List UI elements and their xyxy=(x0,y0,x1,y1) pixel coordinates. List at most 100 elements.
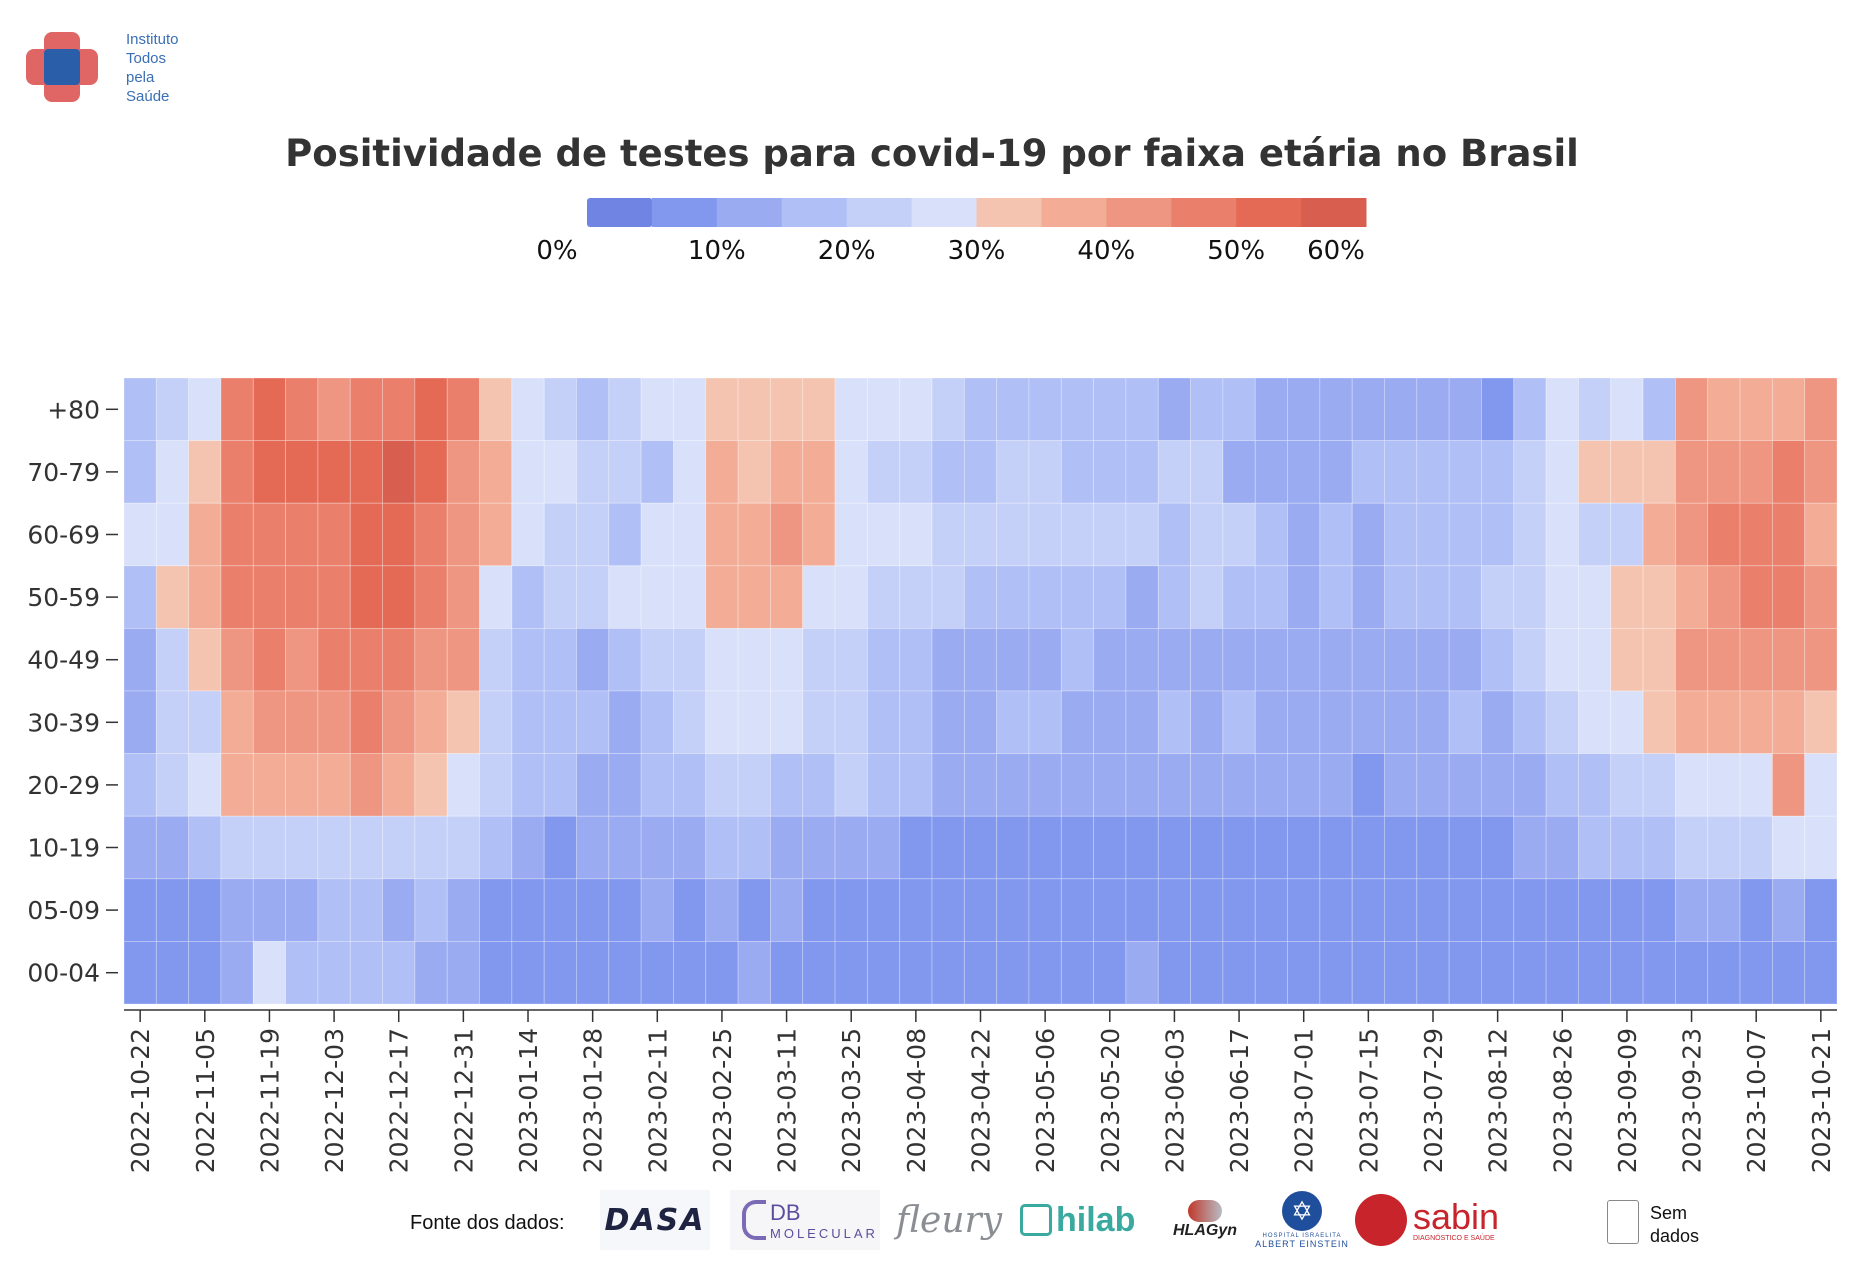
heatmap-cell xyxy=(737,753,771,817)
heatmap-cell xyxy=(1060,815,1095,880)
heatmap-cell xyxy=(1416,565,1450,629)
heatmap-cell xyxy=(382,440,416,504)
heatmap-cell xyxy=(866,502,901,567)
no-data-label-line: dados xyxy=(1650,1226,1700,1246)
y-tick-label: 60-69 xyxy=(27,521,100,550)
heatmap-cell xyxy=(1351,815,1385,880)
heatmap-cell xyxy=(1416,941,1450,1005)
x-tick-label: 2023-05-06 xyxy=(1031,1028,1060,1173)
heatmap-cell xyxy=(705,440,739,504)
heatmap-cell xyxy=(834,440,868,504)
heatmap-cell xyxy=(1319,753,1353,817)
heatmap-cell xyxy=(155,628,190,692)
dasa-logo: DASA xyxy=(600,1190,710,1250)
heatmap-cell xyxy=(1125,815,1159,880)
heatmap-cell xyxy=(834,878,868,942)
heatmap-cell xyxy=(1351,565,1385,629)
heatmap-cell xyxy=(737,815,771,880)
heatmap-cell xyxy=(1804,941,1838,1005)
heatmap-cell xyxy=(1481,753,1515,817)
heatmap-cell xyxy=(220,815,254,880)
heatmap-cell xyxy=(1416,878,1450,942)
heatmap-cell xyxy=(770,440,804,504)
heatmap-cell xyxy=(1513,878,1547,942)
heatmap-cell xyxy=(446,878,480,942)
heatmap-cell xyxy=(414,628,448,692)
cross-logo-icon xyxy=(26,32,98,102)
heatmap-cell xyxy=(1384,815,1418,880)
heatmap-cell xyxy=(705,753,739,817)
heatmap-cell xyxy=(1384,502,1418,567)
hilab-logo: hilab xyxy=(1020,1190,1145,1250)
y-axis: +80 70-79 60-69 50-59 40-49 30-39 20-29 10-19 05… xyxy=(27,395,118,988)
heatmap-cell xyxy=(479,878,513,942)
heatmap-cell xyxy=(446,753,480,817)
heatmap-cell xyxy=(1351,502,1385,567)
heatmap-cell xyxy=(770,502,804,567)
heatmap-cell xyxy=(640,565,674,629)
heatmap-cell xyxy=(1093,377,1127,441)
heatmap-cell xyxy=(608,690,642,754)
heatmap-cell xyxy=(1254,440,1288,504)
heatmap-cell xyxy=(1771,815,1806,880)
heatmap-cell xyxy=(1222,878,1256,942)
heatmap-cell xyxy=(382,815,416,880)
heatmap-cell xyxy=(1351,440,1385,504)
heatmap-cell xyxy=(1642,753,1676,817)
heatmap-cell xyxy=(285,941,319,1005)
heatmap-cell xyxy=(382,941,416,1005)
sabin-logo-text: sabin xyxy=(1413,1195,1500,1237)
heatmap-cell xyxy=(1642,878,1676,942)
y-tick-label: 10-19 xyxy=(27,834,100,863)
heatmap-cell xyxy=(1674,753,1709,817)
heatmap-cell xyxy=(414,377,448,441)
heatmap-cell xyxy=(1028,941,1062,1005)
heatmap-cell xyxy=(640,502,674,567)
heatmap-cell xyxy=(479,941,513,1005)
heatmap-cell xyxy=(414,753,448,817)
albert-einstein-logo: ✡ HOSPITAL ISRAELITA ALBERT EINSTEIN xyxy=(1252,1190,1352,1250)
heatmap-cell xyxy=(1125,753,1159,817)
heatmap-cell xyxy=(543,941,577,1005)
legend-swatch xyxy=(976,198,1042,227)
heatmap-cell xyxy=(1642,440,1676,504)
heatmap-cell xyxy=(1513,502,1547,567)
heatmap-cell xyxy=(1739,565,1773,629)
heatmap-cell xyxy=(834,690,868,754)
heatmap-cell xyxy=(963,440,998,504)
y-tick-label: 05-09 xyxy=(27,896,100,925)
heatmap-cell xyxy=(382,565,416,629)
heatmap-cell xyxy=(608,753,642,817)
heatmap-cell xyxy=(1093,565,1127,629)
x-tick-label: 2023-04-08 xyxy=(902,1028,931,1173)
heatmap-cell xyxy=(640,815,674,880)
legend-swatch xyxy=(1171,198,1237,227)
heatmap-cell xyxy=(1578,815,1612,880)
heatmap-cell xyxy=(608,941,642,1005)
heatmap-cell xyxy=(770,878,804,942)
heatmap-cell xyxy=(543,565,577,629)
heatmap-cell xyxy=(576,815,610,880)
heatmap-cell xyxy=(1804,377,1838,441)
fleury-logo-text: fleury xyxy=(896,1199,1003,1241)
heatmap-cell xyxy=(1642,815,1676,880)
heatmap-cell xyxy=(1157,628,1191,692)
heatmap-cell xyxy=(1093,502,1127,567)
heatmap-cell xyxy=(1674,628,1709,692)
heatmap-cell xyxy=(1384,941,1418,1005)
heatmap-cell xyxy=(866,565,901,629)
heatmap-cell xyxy=(608,440,642,504)
heatmap-cell xyxy=(220,377,254,441)
heatmap-cell xyxy=(1481,628,1515,692)
heatmap-cell xyxy=(1804,628,1838,692)
heatmap-cell xyxy=(123,377,157,441)
heatmap-cell xyxy=(1804,502,1838,567)
heatmap-cell xyxy=(155,377,190,441)
einstein-logo-text: ALBERT EINSTEIN xyxy=(1255,1239,1349,1249)
heatmap-cell xyxy=(802,502,836,567)
heatmap-cell xyxy=(511,377,545,441)
heatmap-cell xyxy=(834,753,868,817)
heatmap-cell xyxy=(737,628,771,692)
x-tick-label: 2023-02-11 xyxy=(643,1028,672,1173)
heatmap-cell xyxy=(1804,753,1838,817)
